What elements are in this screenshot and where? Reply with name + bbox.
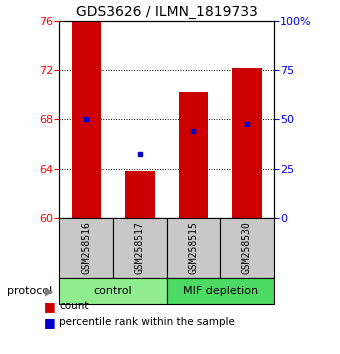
Bar [59,278,167,304]
Text: count: count [59,301,89,311]
Text: GSM258516: GSM258516 [81,221,91,274]
Text: GSM258530: GSM258530 [242,221,252,274]
Text: MIF depletion: MIF depletion [183,286,258,296]
Text: control: control [94,286,132,296]
Text: GSM258515: GSM258515 [188,221,198,274]
Text: ▶: ▶ [45,286,54,296]
Bar [59,218,113,278]
Bar [167,218,220,278]
Bar [232,68,262,218]
Bar [178,92,208,218]
Bar [220,218,274,278]
Text: ■: ■ [44,316,56,329]
Text: protocol: protocol [7,286,52,296]
Bar [167,278,274,304]
Bar [125,171,155,218]
Bar [71,18,101,218]
Text: GSM258517: GSM258517 [135,221,145,274]
Bar [113,218,167,278]
Text: percentile rank within the sample: percentile rank within the sample [59,317,235,327]
Text: ■: ■ [44,300,56,313]
Title: GDS3626 / ILMN_1819733: GDS3626 / ILMN_1819733 [76,5,257,19]
